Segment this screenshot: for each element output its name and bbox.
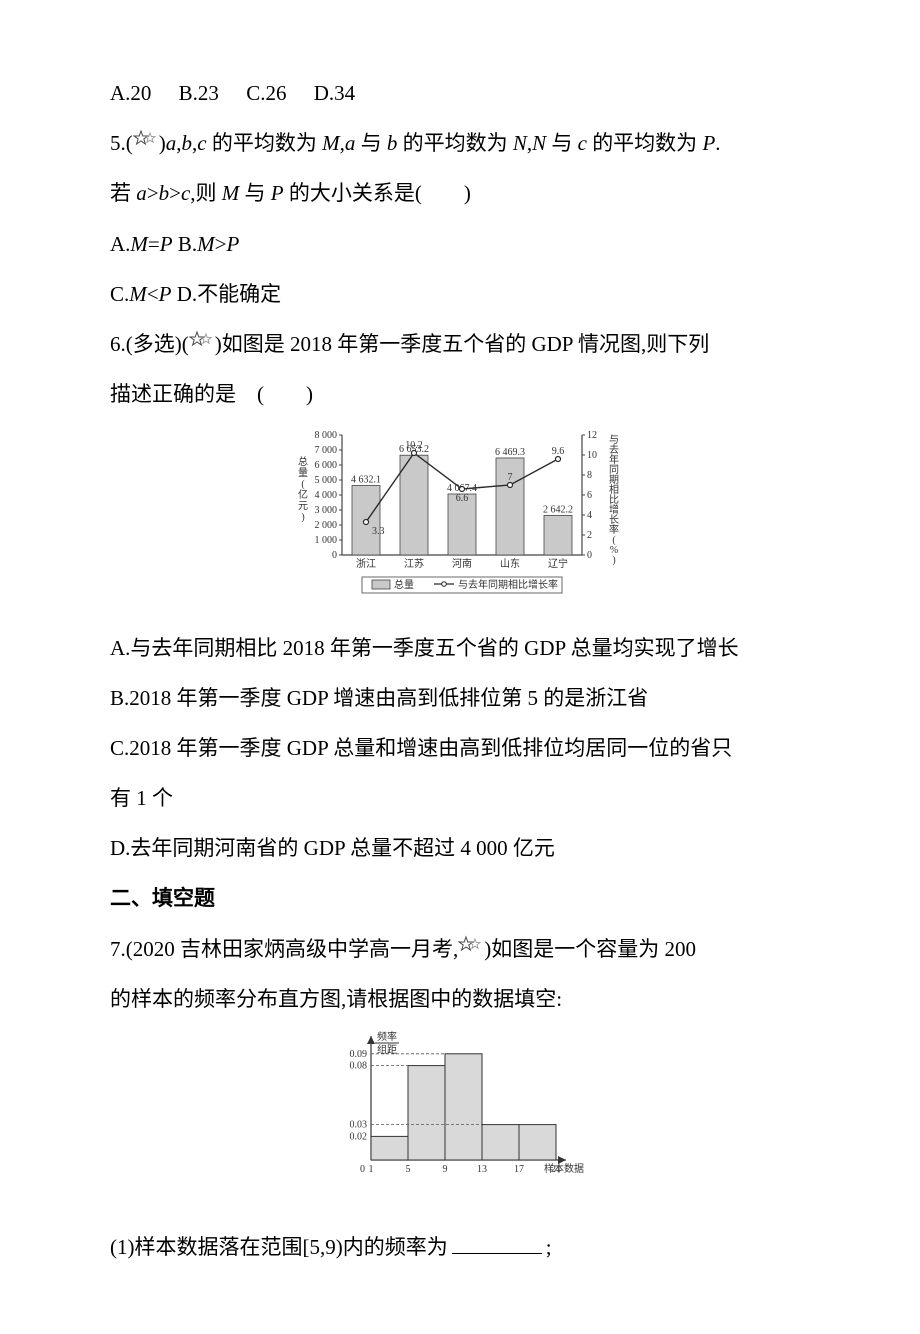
q6-opt-b: B.2018 年第一季度 GDP 增速由高到低排位第 5 的是浙江省 [110,675,810,721]
svg-text:8 000: 8 000 [315,430,338,441]
svg-text:6.6: 6.6 [456,493,469,504]
svg-text:0: 0 [587,550,592,561]
svg-text:): ) [612,555,615,566]
svg-text:6: 6 [587,490,592,501]
q5-opts-row2: C.M<P D.不能确定 [110,271,810,317]
svg-text:13: 13 [477,1164,487,1175]
q5-opts-row1: A.M=P B.M>P [110,221,810,267]
svg-text:量: 量 [298,467,308,479]
svg-text:7: 7 [508,472,513,483]
svg-text:山东: 山东 [500,557,520,570]
q7-stem-line2: 的样本的频率分布直方图,请根据图中的数据填空: [110,976,810,1022]
svg-text:0.02: 0.02 [350,1131,368,1142]
svg-text:3 000: 3 000 [315,505,338,516]
q7-stem-line1: 7.(2020 吉林田家炳高级中学高一月考,)如图是一个容量为 200 [110,926,810,972]
q4-opt-d: D.34 [314,81,355,105]
q7-sub1: (1)样本数据落在范围[5,9)内的频率为; [110,1224,810,1270]
svg-text:0: 0 [360,1164,365,1175]
q5-stem-line2: 若 a>b>c,则 M 与 P 的大小关系是( ) [110,170,810,216]
svg-text:组距: 组距 [377,1043,397,1056]
svg-text:10: 10 [587,450,597,461]
svg-text:2 642.2: 2 642.2 [543,505,573,516]
q4-opt-b: B.23 [179,81,219,105]
svg-text:江苏: 江苏 [404,557,424,570]
q6-opt-c-l2: 有 1 个 [110,775,810,821]
svg-text:3.3: 3.3 [372,526,385,537]
svg-text:12: 12 [587,430,597,441]
q5-stem: 5.()a,b,c 的平均数为 M,a 与 b 的平均数为 N,N 与 c 的平… [110,120,810,166]
svg-text:辽宁: 辽宁 [548,557,568,570]
svg-text:样本数据: 样本数据 [544,1162,584,1175]
svg-text:2 000: 2 000 [315,520,338,531]
q6-opt-d: D.去年同期河南省的 GDP 总量不超过 4 000 亿元 [110,825,810,871]
svg-text:10.2: 10.2 [405,440,423,451]
svg-text:4 000: 4 000 [315,490,338,501]
svg-text:17: 17 [514,1164,524,1175]
star-icon [133,137,159,153]
svg-text:总: 总 [298,455,308,468]
svg-text:1: 1 [369,1164,374,1175]
svg-text:总量: 总量 [394,578,414,591]
svg-text:4 632.1: 4 632.1 [351,475,381,486]
q7-chart: 0.020.030.080.091591317210频率组距样本数据 [110,1028,810,1214]
svg-text:8: 8 [587,470,592,481]
q4-options: A.20 B.23 C.26 D.34 [110,70,810,116]
svg-text:5 000: 5 000 [315,475,338,486]
svg-text:河南: 河南 [452,557,472,570]
q7-sub1-pre: (1)样本数据落在范围[5,9)内的频率为 [110,1235,448,1259]
svg-text:元: 元 [298,501,308,512]
svg-text:6 469.3: 6 469.3 [495,447,525,458]
svg-text:亿: 亿 [298,488,308,501]
svg-text:): ) [301,512,304,523]
svg-text:9: 9 [443,1164,448,1175]
svg-text:与去年同期相比增长率: 与去年同期相比增长率 [458,578,558,591]
q4-opt-c: C.26 [246,81,286,105]
q7-sub1-post: ; [546,1235,552,1259]
q6-chart: 0 1 000 2 000 3 000 4 000 5 000 6 000 7 000 8 00… [110,423,810,614]
q6-opt-a: A.与去年同期相比 2018 年第一季度五个省的 GDP 总量均实现了增长 [110,625,810,671]
svg-text:0: 0 [332,550,337,561]
svg-text:4: 4 [587,510,592,521]
svg-text:2: 2 [587,530,592,541]
svg-text:浙江: 浙江 [356,558,376,570]
q6-stem-line1: 6.(多选)()如图是 2018 年第一季度五个省的 GDP 情况图,则下列 [110,321,810,367]
svg-text:(: ( [301,479,305,490]
svg-text:6 000: 6 000 [315,460,338,471]
svg-text:0.09: 0.09 [350,1049,368,1060]
fill-blank [452,1233,542,1254]
section-2-heading: 二、填空题 [110,875,810,921]
q4-opt-a: A.20 [110,81,151,105]
svg-text:7 000: 7 000 [315,445,338,456]
svg-text:5: 5 [406,1164,411,1175]
svg-text:1 000: 1 000 [315,535,338,546]
svg-text:频率: 频率 [377,1030,397,1043]
star-icon [189,338,215,354]
q6-opt-c-l1: C.2018 年第一季度 GDP 总量和增速由高到低排位均居同一位的省只 [110,725,810,771]
svg-text:0.08: 0.08 [350,1061,368,1072]
q6-stem-line2: 描述正确的是 ( ) [110,371,810,417]
svg-text:0.03: 0.03 [350,1120,368,1131]
svg-text:9.6: 9.6 [552,446,565,457]
star-icon [458,943,484,959]
